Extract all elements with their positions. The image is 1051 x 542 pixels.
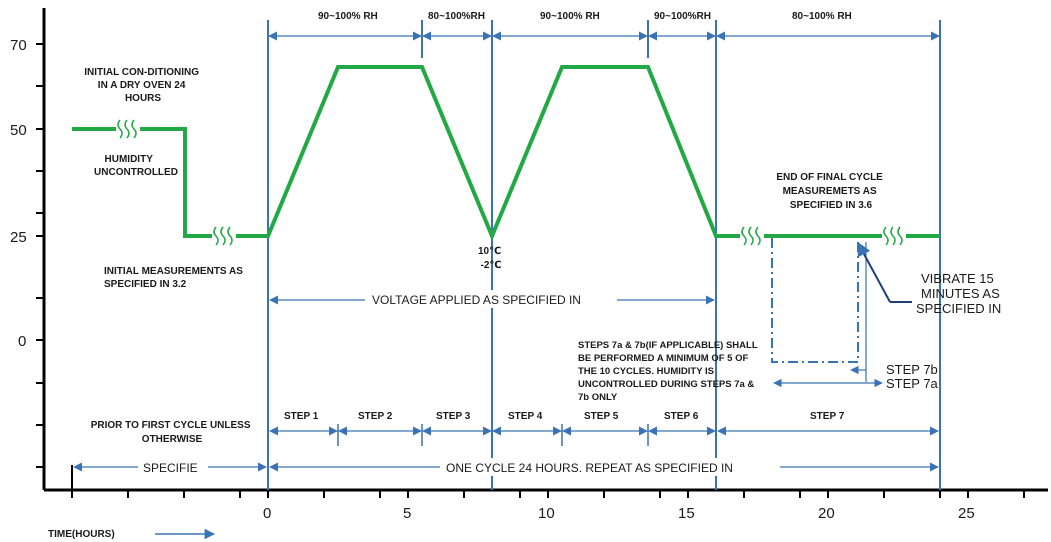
step-label: STEP 3 <box>436 411 471 422</box>
rh-label: 90~100% RH <box>540 11 600 22</box>
x-tick-label: 15 <box>678 505 695 522</box>
rh-label: 90~100% RH <box>318 11 378 22</box>
specifie-label: SPECIFIE <box>143 461 198 475</box>
x-tick-label: 0 <box>263 505 271 522</box>
step-label: STEP 6 <box>664 411 699 422</box>
voltage-applied-label: VOLTAGE APPLIED AS SPECIFIED IN <box>372 293 581 307</box>
vibrate-pointer <box>857 241 891 303</box>
y-tick-label: 0 <box>18 333 26 350</box>
step-7-excursion <box>771 238 859 363</box>
phase-boundary-lines <box>71 20 941 490</box>
end-final-cycle-text: END OF FINAL CYCLE MEASUREMETS AS SPECIF… <box>776 172 885 211</box>
one-cycle-label: ONE CYCLE 24 HOURS. REPEAT AS SPECIFIED … <box>446 461 733 475</box>
low-temperature-text: 10℃ -2℃ <box>478 246 504 271</box>
step-label: STEP 2 <box>358 411 393 422</box>
y-axis-ticks <box>36 43 44 468</box>
y-tick-label: 50 <box>10 122 27 139</box>
step-7a-label: STEP 7a <box>886 376 939 391</box>
x-axis-title: TIME(HOURS) <box>48 529 115 540</box>
step-7b-label: STEP 7b <box>886 362 938 377</box>
prior-first-cycle-text: PRIOR TO FIRST CYCLE UNLESS OTHERWISE <box>91 420 254 445</box>
initial-conditioning-text: INITIAL CON-DITIONING IN A DRY OVEN 24 H… <box>84 67 202 104</box>
humidity-uncontrolled-text: HUMIDITY UNCONTROLLED <box>94 154 178 178</box>
step-label: STEP 4 <box>508 411 543 422</box>
step-label: STEP 1 <box>284 411 319 422</box>
rh-label: 90~100%RH <box>654 11 711 22</box>
axis-break-symbols <box>116 119 906 246</box>
y-tick-label: 25 <box>10 229 27 246</box>
initial-measurements-text: INITIAL MEASUREMENTS AS SPECIFIED IN 3.2 <box>104 266 246 290</box>
step-label: STEP 5 <box>584 411 619 422</box>
x-tick-label: 25 <box>958 505 975 522</box>
x-tick-label: 10 <box>538 505 555 522</box>
y-tick-label: 70 <box>10 37 27 54</box>
steps-note-text: STEPS 7a & 7b(IF APPLICABLE) SHALL BE PE… <box>578 340 760 403</box>
temperature-profile-line <box>72 65 940 242</box>
vibrate-text: VIBRATE 15 MINUTES AS SPECIFIED IN <box>916 271 1003 316</box>
rh-label: 80~100% RH <box>792 11 852 22</box>
x-tick-label: 5 <box>403 505 411 522</box>
x-tick-label: 20 <box>818 505 835 522</box>
step-label: STEP 7 <box>810 411 845 422</box>
rh-label: 80~100%RH <box>428 11 485 22</box>
x-axis-ticks <box>71 490 1025 498</box>
